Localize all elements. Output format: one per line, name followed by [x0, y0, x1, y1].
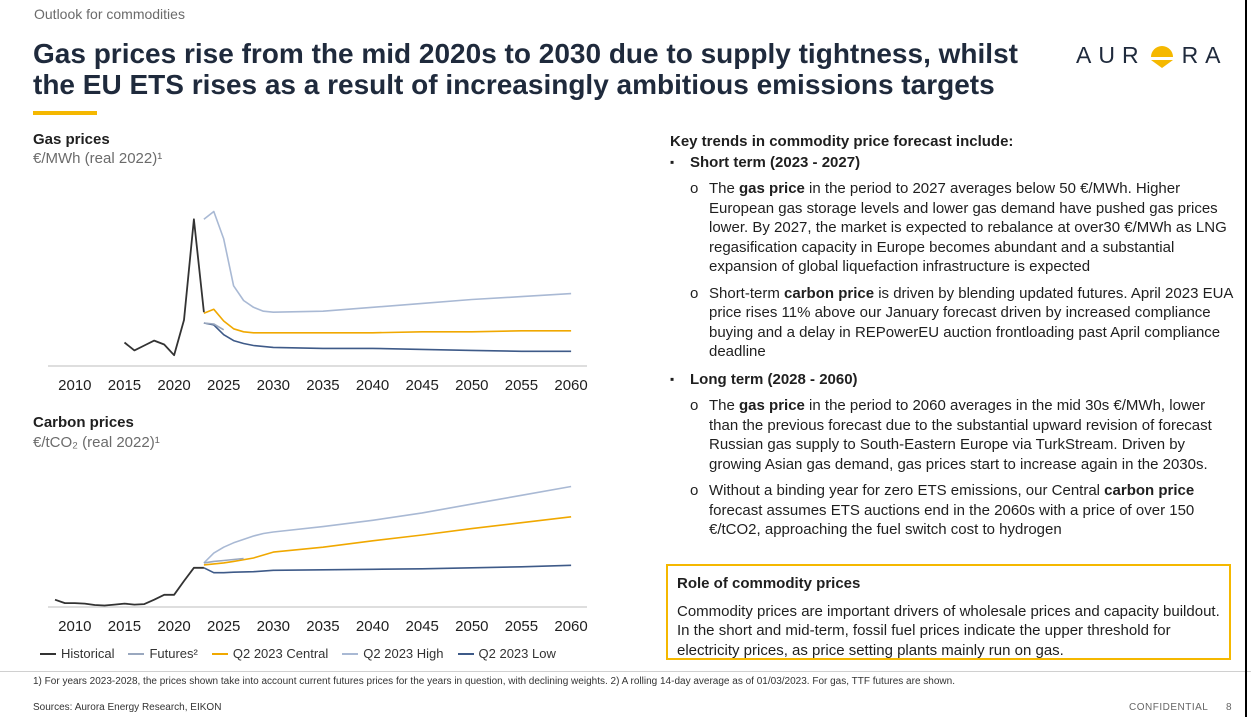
series-line-low	[203, 322, 572, 353]
edge-divider	[1245, 0, 1247, 717]
x-tick-label: 2015	[108, 618, 141, 635]
x-tick-label: 2050	[455, 618, 488, 635]
text-pre: Without a binding year for zero ETS emis…	[709, 482, 1105, 499]
legend-item-central: Q2 2023 Central	[211, 646, 329, 661]
text-post: in the period to 2060 averages in the mi…	[709, 397, 1212, 473]
series-line-high	[203, 485, 572, 564]
text-bold: carbon price	[1104, 482, 1195, 499]
series-line-historical	[54, 566, 204, 607]
legend-label-low: Q2 2023 Low	[478, 646, 556, 661]
aurora-logo: AUR RA	[1076, 42, 1228, 69]
series-line-high	[203, 210, 572, 313]
text-pre: The	[709, 180, 740, 197]
text-post: is driven by blending updated futures. A…	[709, 284, 1233, 361]
gas-chart-title: Gas prices	[33, 131, 110, 148]
x-tick-label: 2055	[505, 618, 538, 635]
legend-swatch-low	[457, 652, 474, 655]
page-title: Gas prices rise from the mid 2020s to 20…	[33, 38, 1018, 100]
x-tick-label: 2010	[58, 618, 91, 635]
section-label: Outlook for commodities	[34, 6, 185, 22]
bullet-glyph: o	[690, 284, 699, 302]
footnote: 1) For years 2023-2028, the prices shown…	[33, 676, 955, 687]
gas-chart-unit: €/MWh (real 2022)¹	[33, 150, 163, 167]
title-underline	[33, 111, 97, 115]
gas-price-chart: 2010 2015 2020 2025 2030 2035 2040 2045 2050 2055…	[48, 210, 588, 394]
carbon-chart-title: Carbon prices	[33, 414, 134, 431]
long-term-heading: Long term (2028 - 2060)	[670, 370, 1235, 390]
text-bold: gas price	[739, 397, 805, 414]
bullet-glyph: o	[690, 482, 699, 499]
short-term-carbon-bullet: o Short-term carbon price is driven by b…	[670, 284, 1235, 362]
series-line-central	[203, 308, 572, 334]
text-post: forecast assumes ETS auctions end in the…	[709, 501, 1195, 539]
x-tick-label: 2060	[554, 377, 587, 394]
series-line-historical	[123, 218, 205, 357]
short-term-gas-bullet: o The gas price in the period to 2027 av…	[670, 179, 1235, 277]
x-tick-label: 2040	[356, 618, 389, 635]
text-bold: gas price	[739, 180, 805, 197]
legend-label-high: Q2 2023 High	[363, 646, 444, 661]
bullet-glyph: o	[690, 397, 699, 414]
role-of-commodity-prices-box: Role of commodity prices Commodity price…	[666, 564, 1231, 660]
page-number: 8	[1226, 702, 1232, 713]
legend-item-futures: Futures²	[128, 646, 198, 661]
text-pre: The	[709, 397, 740, 414]
trends-heading: Key trends in commodity price forecast i…	[670, 133, 1014, 150]
legend-item-high: Q2 2023 High	[342, 646, 444, 661]
x-tick-label: 2025	[207, 377, 240, 394]
x-tick-label: 2030	[257, 377, 290, 394]
x-tick-label: 2025	[207, 618, 240, 635]
sources: Sources: Aurora Energy Research, EIKON	[33, 702, 222, 713]
x-tick-label: 2020	[157, 618, 190, 635]
x-tick-label: 2060	[554, 618, 587, 635]
logo-text-left: AUR	[1076, 42, 1146, 68]
x-tick-label: 2045	[406, 377, 439, 394]
confidential-label: CONFIDENTIAL	[1129, 702, 1209, 713]
sun-icon	[1150, 45, 1173, 68]
series-line-low	[203, 564, 572, 574]
long-term-gas-bullet: o The gas price in the period to 2060 av…	[670, 396, 1235, 474]
carbon-chart-unit: €/tCO₂ (real 2022)¹	[33, 434, 160, 451]
x-tick-label: 2040	[356, 377, 389, 394]
text-post: in the period to 2027 averages below 50 …	[709, 180, 1227, 275]
carbon-price-chart: 2010 2015 2020 2025 2030 2035 2040 2045 2050 2055…	[48, 485, 588, 635]
x-tick-label: 2020	[157, 377, 190, 394]
logo-text-right: RA	[1181, 42, 1228, 68]
legend-item-historical: Historical	[40, 646, 114, 661]
series-line-central	[203, 516, 572, 566]
x-tick-label: 2035	[306, 377, 339, 394]
key-trends-panel: Key trends in commodity price forecast i…	[670, 132, 1235, 540]
x-tick-label: 2035	[306, 618, 339, 635]
legend-item-low: Q2 2023 Low	[457, 646, 556, 661]
role-body: Commodity prices are important drivers o…	[677, 602, 1220, 659]
legend-swatch-historical	[40, 652, 56, 655]
text-pre: Short-term	[709, 284, 785, 302]
legend-swatch-futures	[128, 652, 145, 655]
text-bold: carbon price	[784, 284, 875, 302]
legend-label-central: Q2 2023 Central	[232, 646, 329, 661]
legend-swatch-high	[342, 652, 359, 655]
footer-divider	[0, 671, 1251, 672]
series-line-futures	[203, 322, 225, 331]
x-tick-label: 2030	[257, 618, 290, 635]
role-title: Role of commodity prices	[677, 575, 861, 592]
chart-legend: Historical Futures² Q2 2023 Central Q2 2…	[40, 646, 556, 661]
x-tick-label: 2050	[455, 377, 488, 394]
x-tick-label: 2055	[505, 377, 538, 394]
x-tick-label: 2045	[406, 618, 439, 635]
short-term-heading: Short term (2023 - 2027)	[670, 153, 1235, 173]
legend-label-historical: Historical	[61, 646, 115, 661]
long-term-carbon-bullet: o Without a binding year for zero ETS em…	[670, 481, 1235, 540]
series-line-futures	[203, 557, 244, 564]
legend-swatch-central	[211, 652, 228, 655]
x-tick-label: 2015	[108, 377, 141, 394]
legend-label-futures: Futures²	[149, 646, 198, 661]
x-tick-label: 2010	[58, 377, 91, 394]
bullet-glyph: o	[690, 180, 699, 197]
